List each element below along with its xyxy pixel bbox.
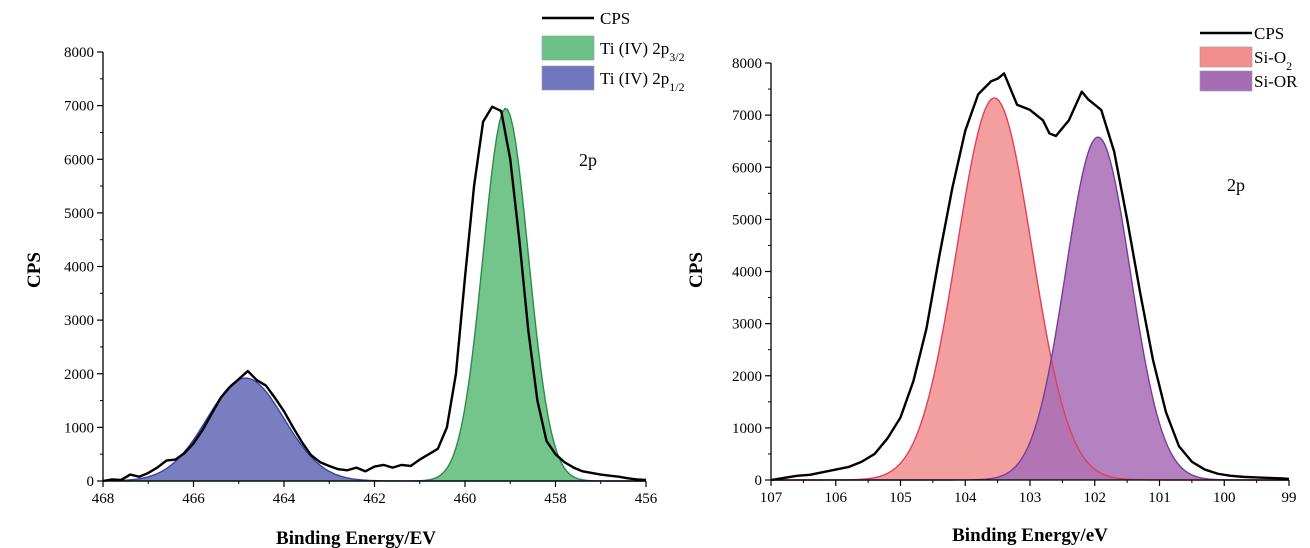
y-tick-label: 0 (755, 473, 763, 489)
peak-fill-1 (771, 97, 1289, 480)
y-tick-label: 7000 (732, 108, 762, 124)
x-tick-label: 103 (1019, 490, 1042, 506)
legend-label: Si-O2 (1254, 48, 1292, 73)
y-tick-label: 4000 (64, 260, 94, 276)
chart-si-2p: 0 1000 2000 3000 4000 5000 6000 7000 8000 107 106 1… (686, 24, 1298, 546)
legend-label: Ti (IV) 2p3/2 (600, 39, 685, 64)
y-axis-title: CPS (24, 252, 45, 288)
x-tick-label: 468 (92, 491, 115, 507)
x-axis-title: Binding Energy/eV (952, 525, 1108, 546)
x-tick-label: 466 (182, 491, 205, 507)
legend: CPS Ti (IV) 2p3/2 Ti (IV) 2p1/2 (541, 9, 685, 94)
x-tick-label: 101 (1148, 490, 1171, 506)
y-tick-label: 3000 (64, 313, 94, 329)
axes: 0 1000 2000 3000 4000 5000 6000 7000 8000 468 466 4… (64, 45, 658, 507)
x-tick-label: 456 (635, 491, 658, 507)
legend-label: CPS (600, 9, 630, 28)
y-tick-label: 1000 (64, 420, 94, 436)
annotation-2p: 2p (1227, 175, 1245, 195)
annotation-2p: 2p (579, 150, 597, 170)
y-tick-label: 5000 (64, 206, 94, 222)
axes: 0 1000 2000 3000 4000 5000 6000 7000 8000 107 106 1… (732, 56, 1297, 506)
x-tick-label: 458 (544, 491, 567, 507)
legend-label: Ti (IV) 2p1/2 (600, 69, 685, 94)
x-tick-label: 105 (889, 490, 912, 506)
y-tick-label: 6000 (732, 160, 762, 176)
x-tick-label: 460 (454, 491, 477, 507)
legend-swatch-area (1199, 46, 1253, 68)
x-tick-label: 104 (954, 490, 977, 506)
series-line-cps (102, 105, 647, 483)
plot-areas (103, 108, 646, 481)
y-axis-title: CPS (686, 252, 707, 288)
series-line-cps (770, 72, 1290, 482)
x-axis-title: Binding Energy/EV (276, 528, 436, 548)
y-tick-label: 0 (87, 474, 95, 490)
plot-lines (102, 105, 647, 483)
x-tick-label: 106 (825, 490, 848, 506)
y-tick-label: 2000 (732, 369, 762, 385)
y-tick-label: 8000 (732, 56, 762, 72)
x-tick-label: 102 (1084, 490, 1107, 506)
legend-swatch-area (541, 35, 595, 61)
y-tick-label: 1000 (732, 421, 762, 437)
legend-swatch-area (1199, 70, 1253, 92)
x-tick-label: 462 (363, 491, 386, 507)
x-tick-label: 107 (760, 490, 783, 506)
peak-fill-2 (103, 378, 646, 481)
legend-label: Si-OR (1254, 72, 1298, 91)
y-tick-label: 3000 (732, 317, 762, 333)
legend-label: CPS (1254, 24, 1284, 43)
y-tick-label: 7000 (64, 99, 94, 115)
x-tick-label: 100 (1213, 490, 1236, 506)
x-tick-label: 99 (1282, 490, 1297, 506)
y-tick-label: 6000 (64, 152, 94, 168)
y-tick-label: 4000 (732, 265, 762, 281)
y-tick-label: 8000 (64, 45, 94, 61)
chart-ti-2p: 0 1000 2000 3000 4000 5000 6000 7000 8000 468 466 4… (24, 9, 685, 548)
plot-areas (771, 97, 1289, 480)
peak-outline-1 (103, 107, 646, 482)
y-tick-label: 5000 (732, 212, 762, 228)
peak-fill-1 (103, 108, 646, 481)
y-tick-label: 2000 (64, 367, 94, 383)
legend-swatch-area (541, 65, 595, 91)
x-tick-label: 464 (273, 491, 296, 507)
